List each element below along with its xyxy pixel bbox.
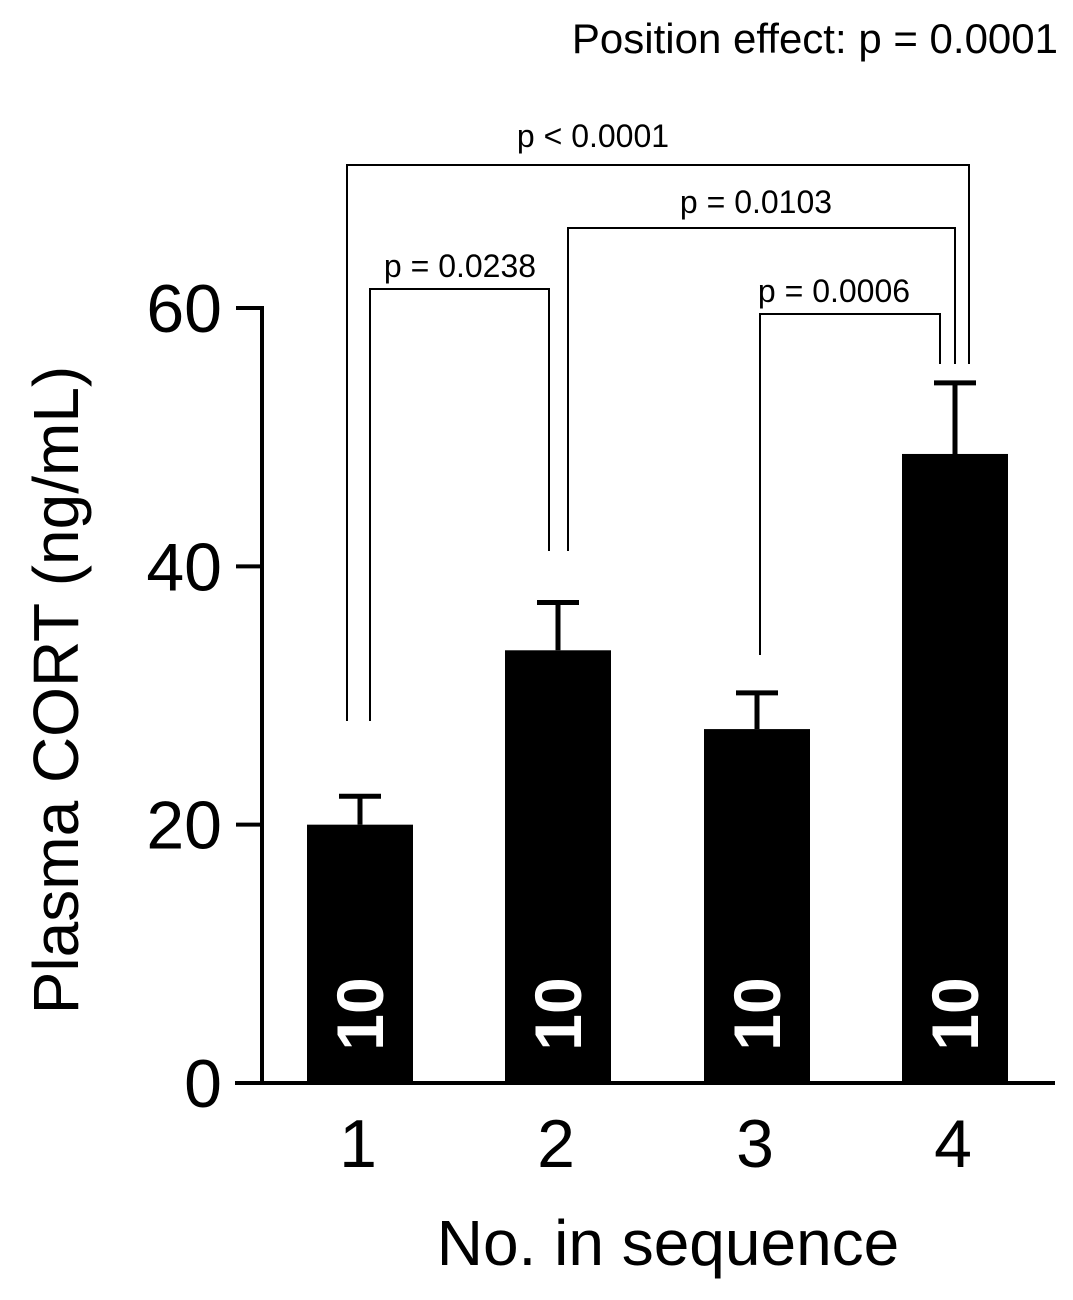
x-tick-label: 1 [339, 1106, 377, 1182]
significance-label: p = 0.0238 [384, 248, 536, 284]
x-tick-label: 3 [736, 1106, 774, 1182]
n-label: 10 [323, 977, 397, 1050]
y-tick-label: 60 [146, 271, 222, 347]
n-label: 10 [521, 977, 595, 1050]
n-label: 10 [918, 977, 992, 1050]
y-tick-label: 40 [146, 529, 222, 605]
significance-bracket [369, 288, 550, 721]
significance-label: p < 0.0001 [517, 118, 669, 154]
significance-bracket [567, 227, 956, 551]
significance-bracket [759, 313, 941, 655]
x-tick-label: 4 [934, 1106, 972, 1182]
significance-label: p = 0.0103 [680, 184, 832, 220]
significance-bracket [346, 164, 970, 721]
bar [307, 824, 413, 1083]
bar [505, 650, 611, 1083]
chart-title: Position effect: p = 0.0001 [572, 15, 1058, 62]
x-tick-label: 2 [537, 1106, 575, 1182]
n-label: 10 [720, 977, 794, 1050]
y-tick-label: 20 [146, 788, 222, 864]
x-axis-label: No. in sequence [437, 1207, 900, 1279]
bar [704, 729, 810, 1083]
y-tick-label: 0 [184, 1046, 222, 1122]
significance-label: p = 0.0006 [758, 273, 910, 309]
y-axis-label: Plasma CORT (ng/mL) [20, 366, 92, 1014]
bar [902, 453, 1008, 1083]
